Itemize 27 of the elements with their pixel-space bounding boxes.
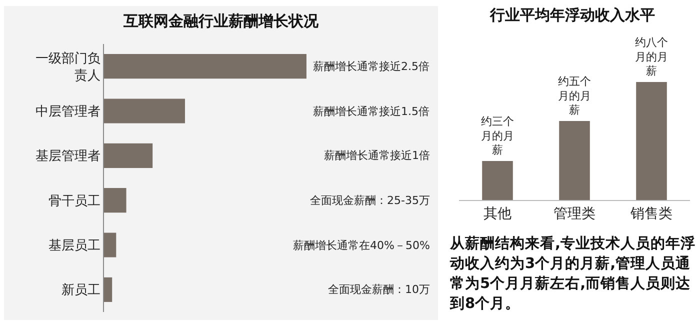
text: 薪酬增长通常接近1.5倍 [313, 105, 430, 118]
bar [104, 188, 126, 213]
text: 薪酬增长通常接近1倍 [324, 149, 430, 162]
chart-title: 互联网金融行业薪酬增长状况 [122, 12, 320, 30]
bar [104, 143, 153, 168]
annotation: 薪酬增长通常在40%－50% [293, 239, 430, 252]
x-tick-label: 销售类 [630, 206, 672, 222]
bar [104, 98, 185, 124]
text: 从薪酬结构来看,专业技术人员的年浮动收入约为3个月的月薪,管理人员通常为5个月月薪左右,而销售人员则达到8个月。 [450, 234, 697, 314]
y-tick-label: 新员工 [61, 283, 100, 298]
annotation: 约三个月的月薪 [481, 115, 514, 157]
bar [104, 232, 116, 258]
annotation: 约八个月的月薪 [635, 36, 668, 78]
y-tick-label: 骨干员工 [48, 194, 100, 209]
x-tick-label: 其他 [484, 206, 512, 222]
chart-title: 行业平均年浮动收入水平 [489, 6, 655, 24]
text: 薪酬增长通常接近2.5倍 [313, 60, 430, 73]
bar [104, 54, 306, 79]
y-tick-label: 基层管理者 [35, 149, 100, 164]
text: 全面现金薪酬：10万 [328, 283, 430, 296]
y-tick-label: 中层管理者 [35, 104, 100, 120]
text: 全面现金薪酬：25-35万 [310, 194, 430, 207]
y-tick-label: 一级部门负责人 [35, 50, 100, 84]
annotation: 约五个月的月薪 [558, 75, 591, 117]
x-tick-label: 管理类 [554, 206, 596, 222]
bar [104, 277, 112, 302]
y-tick-label: 基层员工 [48, 238, 100, 254]
